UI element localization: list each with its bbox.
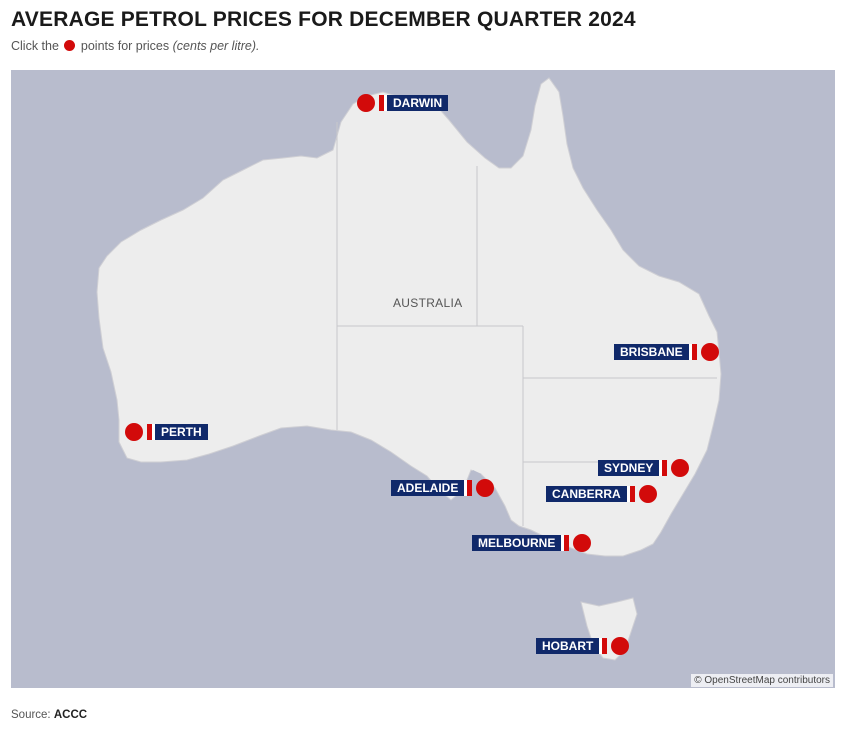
city-label-melbourne[interactable]: MELBOURNE [472, 535, 562, 551]
city-label-adelaide[interactable]: ADELAIDE [391, 480, 465, 496]
map-base [96, 77, 722, 661]
subtitle-unit: (cents per litre). [172, 39, 260, 53]
city-label-sydney[interactable]: SYDNEY [598, 460, 660, 476]
country-label: AUSTRALIA [393, 296, 463, 310]
city-hobart[interactable]: HOBART [536, 637, 630, 655]
city-label-darwin[interactable]: DARWIN [387, 95, 449, 111]
city-marker-hobart[interactable] [611, 637, 630, 655]
city-sydney[interactable]: SYDNEY [598, 459, 690, 477]
page-title: AVERAGE PETROL PRICES FOR DECEMBER QUART… [11, 8, 636, 31]
source-label: Source: [11, 709, 51, 721]
subtitle: Click the points for prices (cents per l… [11, 39, 259, 53]
city-perth[interactable]: PERTH [125, 423, 208, 441]
source-note: Source: ACCC [11, 709, 87, 721]
city-adelaide[interactable]: ADELAIDE [391, 479, 495, 497]
city-darwin[interactable]: DARWIN [357, 94, 449, 112]
subtitle-pre: Click the [11, 39, 59, 53]
subtitle-post: points for prices [80, 39, 170, 53]
source-value: ACCC [53, 709, 88, 721]
city-label-hobart[interactable]: HOBART [536, 638, 600, 654]
city-melbourne[interactable]: MELBOURNE [472, 534, 592, 552]
city-canberra[interactable]: CANBERRA [546, 485, 657, 503]
city-marker-sydney[interactable] [671, 459, 690, 477]
map-attribution[interactable]: © OpenStreetMap contributors [691, 674, 833, 687]
city-marker-darwin[interactable] [357, 94, 375, 112]
city-marker-brisbane[interactable] [700, 343, 719, 361]
marker-dot-icon [64, 40, 76, 51]
city-label-perth[interactable]: PERTH [155, 424, 208, 440]
city-label-brisbane[interactable]: BRISBANE [614, 344, 689, 360]
city-marker-melbourne[interactable] [573, 534, 592, 552]
map[interactable]: AUSTRALIA DARWIN BRISBANE PERTH SYDNEY A… [11, 70, 835, 688]
city-label-canberra[interactable]: CANBERRA [546, 486, 627, 502]
city-marker-perth[interactable] [125, 423, 143, 441]
city-marker-canberra[interactable] [638, 485, 657, 503]
city-marker-adelaide[interactable] [476, 479, 495, 497]
city-brisbane[interactable]: BRISBANE [614, 343, 719, 361]
